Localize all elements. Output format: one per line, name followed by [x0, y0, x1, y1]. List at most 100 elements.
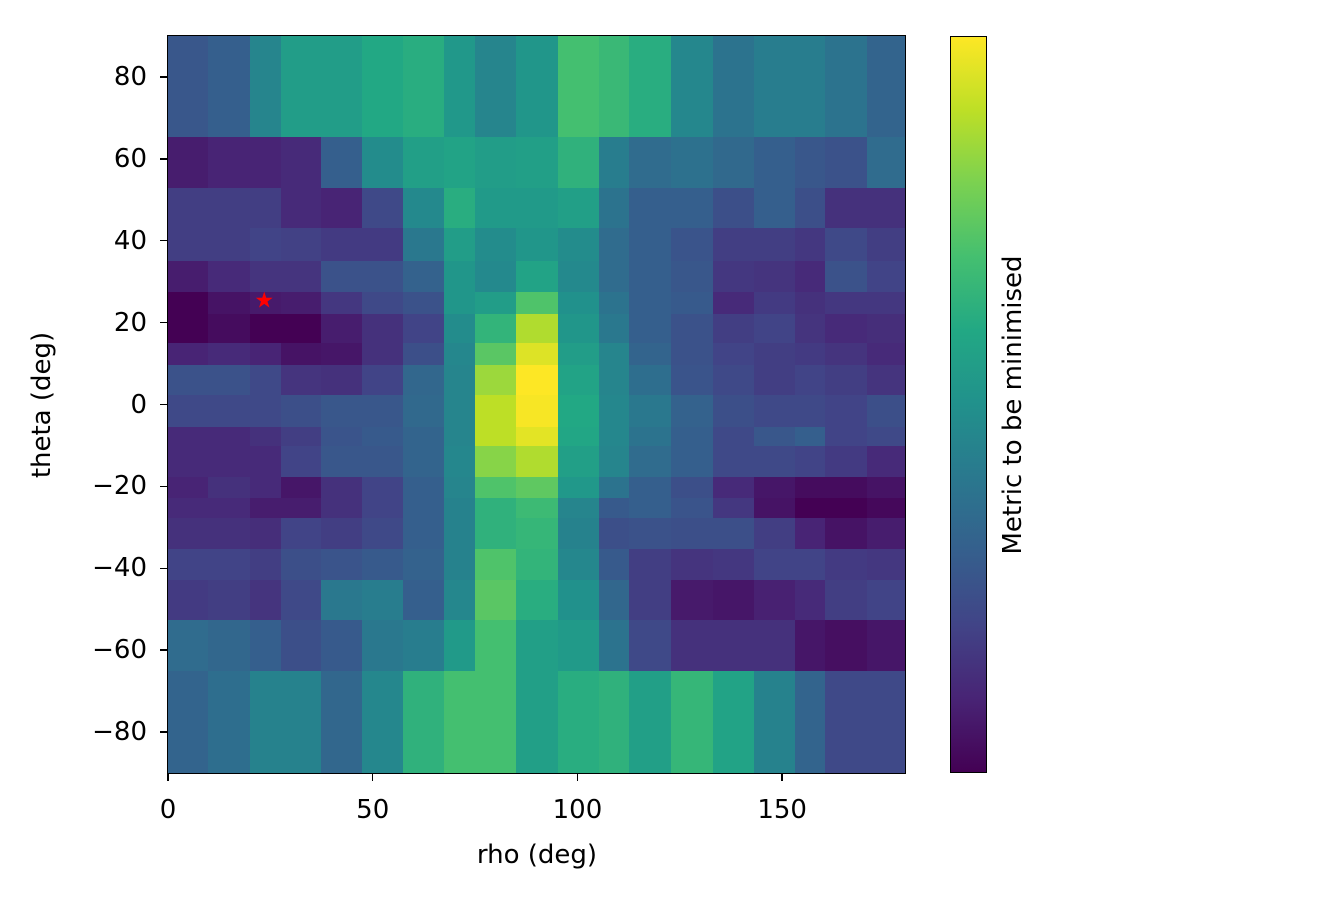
heatmap-cell	[321, 446, 363, 478]
heatmap-cell	[516, 314, 559, 344]
heatmap-cell	[713, 427, 755, 447]
heatmap-cell	[629, 498, 672, 519]
x-tick-mark	[576, 774, 579, 781]
heatmap-cell	[795, 228, 826, 262]
y-axis-label: theta (deg)	[27, 331, 57, 479]
heatmap-cell	[250, 477, 282, 499]
heatmap-cell	[403, 292, 445, 315]
heatmap-cell	[208, 549, 251, 581]
heatmap-cell	[250, 671, 282, 774]
heatmap-cell	[362, 36, 404, 138]
heatmap-cell	[599, 446, 630, 478]
heatmap-cell	[168, 549, 209, 581]
heatmap-cell	[168, 446, 209, 478]
heatmap-cell	[713, 365, 755, 396]
heatmap-cell	[671, 477, 714, 499]
heatmap-cell	[795, 395, 826, 428]
heatmap-cell	[281, 188, 322, 229]
heatmap-cell	[558, 292, 600, 315]
heatmap-cell	[867, 365, 906, 396]
heatmap-cell	[599, 395, 630, 428]
heatmap-cell	[825, 427, 868, 447]
heatmap-cell	[558, 261, 600, 293]
heatmap-cell	[444, 188, 476, 229]
heatmap-cell	[867, 137, 906, 189]
x-tick-label: 50	[356, 795, 390, 825]
heatmap-cell	[250, 549, 282, 581]
heatmap-cell	[629, 477, 672, 499]
heatmap-cell	[281, 498, 322, 519]
heatmap-cell	[754, 671, 796, 774]
heatmap-cell	[795, 427, 826, 447]
heatmap-cell	[516, 261, 559, 293]
y-tick-mark	[160, 649, 167, 651]
heatmap-cell	[168, 36, 209, 138]
minimum-star-icon: ★	[254, 288, 275, 314]
heatmap-cell	[599, 671, 630, 774]
heatmap-cell	[795, 549, 826, 581]
heatmap-cell	[208, 518, 251, 550]
heatmap-cell	[516, 620, 559, 672]
y-tick-label: −60	[92, 635, 147, 666]
heatmap-cell	[362, 498, 404, 519]
y-tick-label: −40	[92, 553, 147, 584]
heatmap-cell	[281, 365, 322, 396]
heatmap-cell	[629, 446, 672, 478]
heatmap-cell	[403, 261, 445, 293]
heatmap-cell	[362, 518, 404, 550]
heatmap-cell	[558, 671, 600, 774]
heatmap-cell	[754, 36, 796, 138]
heatmap-cell	[208, 446, 251, 478]
heatmap-cell	[867, 498, 906, 519]
heatmap-cell	[208, 365, 251, 396]
heatmap-cell	[168, 580, 209, 621]
heatmap-cell	[475, 36, 517, 138]
x-tick-mark	[371, 774, 374, 781]
heatmap-cell	[281, 261, 322, 293]
heatmap-cell	[516, 518, 559, 550]
heatmap-cell	[444, 549, 476, 581]
heatmap-cell	[825, 446, 868, 478]
heatmap-cell	[444, 427, 476, 447]
heatmap-cell	[795, 671, 826, 774]
heatmap-cell	[795, 292, 826, 315]
heatmap-cell	[825, 518, 868, 550]
heatmap-cell	[321, 228, 363, 262]
heatmap-cell	[754, 477, 796, 499]
y-tick-mark	[160, 321, 167, 324]
y-tick-label: 40	[113, 225, 147, 256]
heatmap-cell	[444, 137, 476, 189]
heatmap-cell	[168, 477, 209, 499]
heatmap-cell	[250, 292, 282, 315]
heatmap-cell	[250, 188, 282, 229]
heatmap-cell	[867, 477, 906, 499]
heatmap-cell	[825, 498, 868, 519]
heatmap-cell	[321, 518, 363, 550]
heatmap-cell	[168, 228, 209, 262]
heatmap-cell	[168, 314, 209, 344]
heatmap-cell	[516, 395, 559, 428]
heatmap-cell	[754, 228, 796, 262]
heatmap-cell	[168, 188, 209, 229]
heatmap-cell	[321, 137, 363, 189]
heatmap-cell	[599, 518, 630, 550]
heatmap-cell	[208, 620, 251, 672]
heatmap-cell	[250, 314, 282, 344]
heatmap-cell	[754, 518, 796, 550]
heatmap-cell	[250, 498, 282, 519]
heatmap-cell	[825, 314, 868, 344]
heatmap-cell	[362, 228, 404, 262]
heatmap-cell	[516, 427, 559, 447]
heatmap-cell	[208, 261, 251, 293]
heatmap-cell	[671, 498, 714, 519]
heatmap-cell	[671, 671, 714, 774]
x-tick-label: 0	[159, 795, 177, 825]
y-tick-mark	[160, 485, 167, 488]
heatmap-cell	[250, 620, 282, 672]
heatmap-cell	[281, 580, 322, 621]
heatmap-cell	[444, 620, 476, 672]
heatmap-cell	[281, 446, 322, 478]
heatmap-cell	[671, 188, 714, 229]
heatmap-cell	[629, 188, 672, 229]
heatmap-cell	[629, 36, 672, 138]
